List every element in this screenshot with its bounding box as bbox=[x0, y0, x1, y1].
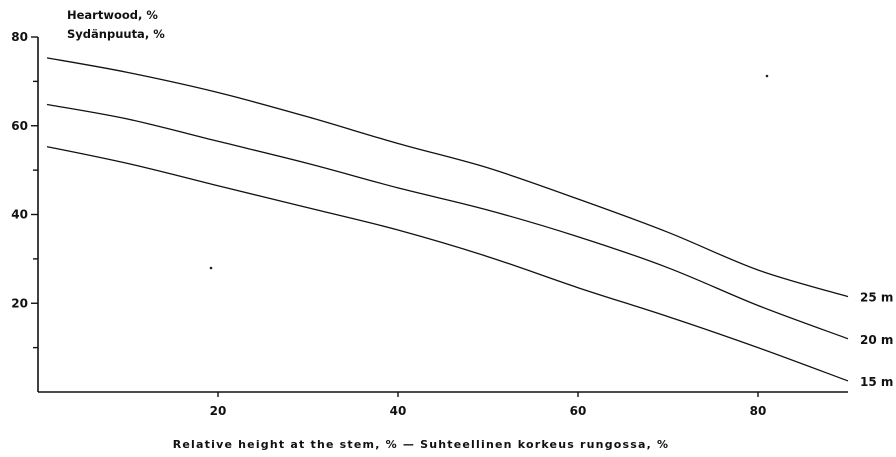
y-axis-title-line-2: Sydänpuuta, % bbox=[67, 27, 165, 41]
series-labels: 25 m 20 m 15 m bbox=[860, 291, 893, 389]
y-tick-label-60: 60 bbox=[11, 119, 28, 133]
series-line-15m bbox=[46, 145, 849, 382]
y-tick-label-20: 20 bbox=[11, 296, 28, 310]
series-label-20m: 20 m bbox=[860, 333, 893, 347]
y-tick-label-80: 80 bbox=[11, 30, 28, 44]
y-axis-ticks: 20 40 60 80 bbox=[11, 30, 38, 349]
series-line-25m bbox=[46, 57, 849, 298]
y-tick-label-40: 40 bbox=[11, 208, 28, 222]
series-line-20m bbox=[46, 103, 849, 340]
series-label-15m: 15 m bbox=[860, 375, 893, 389]
scan-speck bbox=[209, 266, 213, 270]
series-label-25m: 25 m bbox=[860, 291, 893, 305]
x-tick-label-20: 20 bbox=[210, 404, 227, 418]
x-tick-label-80: 80 bbox=[750, 404, 767, 418]
x-axis-title: Relative height at the stem, % — Suhteel… bbox=[173, 438, 670, 451]
x-tick-label-40: 40 bbox=[390, 404, 407, 418]
series-lines bbox=[46, 57, 849, 382]
y-axis-title-line-1: Heartwood, % bbox=[67, 8, 158, 22]
scan-speck bbox=[765, 74, 769, 78]
x-tick-label-60: 60 bbox=[570, 404, 587, 418]
x-axis-ticks: 20 40 60 80 bbox=[210, 392, 767, 418]
